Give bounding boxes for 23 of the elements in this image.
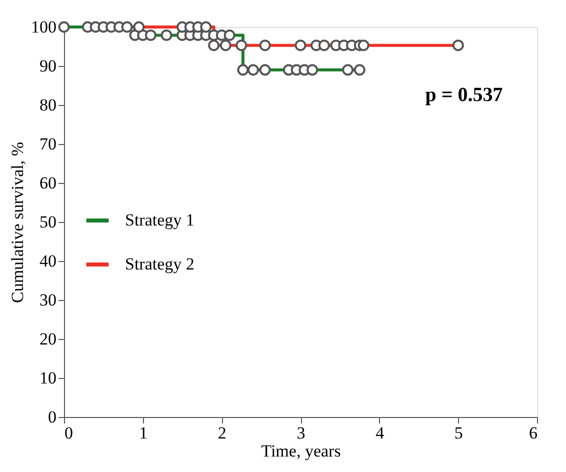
x-axis-title: Time, years bbox=[261, 442, 341, 460]
x-tick-label: 3 bbox=[296, 424, 306, 442]
legend-label: Strategy 1 bbox=[125, 210, 194, 230]
y-tick-label: 70 bbox=[40, 134, 56, 154]
y-tick-label: 50 bbox=[40, 212, 56, 232]
x-tick-label: 5 bbox=[454, 424, 463, 442]
y-tick-label: 0 bbox=[48, 408, 56, 426]
y-axis-title: Cumulative survival, % bbox=[8, 142, 27, 304]
x-tick-label: 6 bbox=[529, 424, 538, 442]
y-tick-label: 40 bbox=[40, 252, 56, 270]
annotation: p = 0.537 bbox=[425, 84, 503, 106]
y-tick-label: 80 bbox=[40, 96, 56, 114]
y-tick-label: 20 bbox=[40, 330, 56, 348]
x-tick-label: 2 bbox=[218, 424, 226, 442]
y-tick-label: 90 bbox=[40, 56, 56, 76]
x-tick-label: 1 bbox=[139, 424, 148, 442]
x-tick-label: 4 bbox=[376, 424, 385, 442]
y-tick-label: 60 bbox=[40, 174, 56, 192]
y-tick-label: 30 bbox=[40, 290, 56, 310]
legend-label: Strategy 2 bbox=[125, 254, 194, 274]
y-tick-label: 10 bbox=[40, 368, 56, 388]
y-tick-label: 100 bbox=[31, 18, 56, 36]
x-tick-label: 0 bbox=[64, 424, 73, 442]
